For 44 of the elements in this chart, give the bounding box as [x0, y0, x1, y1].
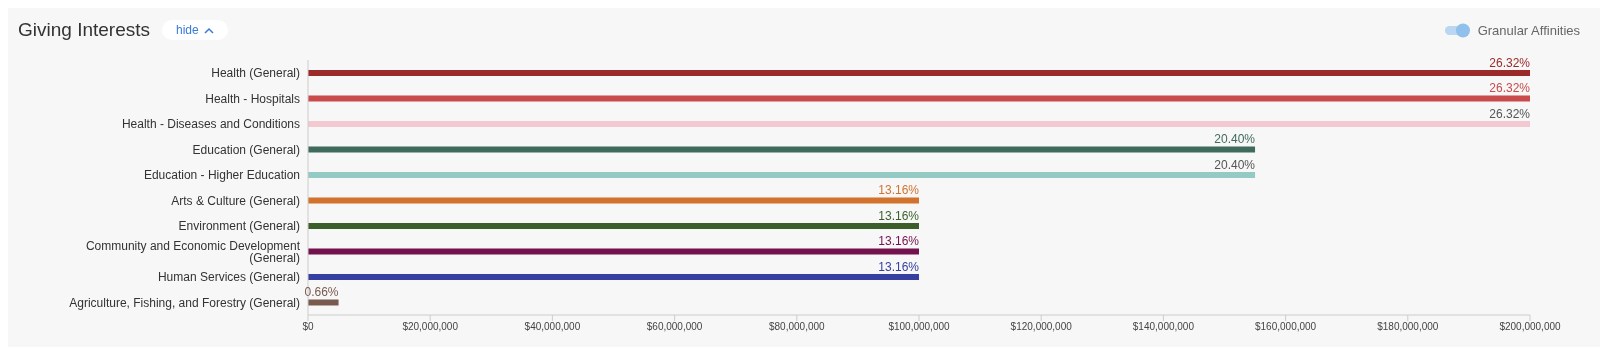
y-tick-label: Health (General) [211, 66, 300, 81]
x-tick-label: $140,000,000 [1132, 321, 1195, 333]
bar [308, 70, 1530, 76]
annotation: 0.66% [304, 285, 339, 300]
y-tick-label: Human Services (General) [157, 270, 300, 285]
bar [308, 197, 919, 204]
x-tick-label: $0 [302, 321, 314, 333]
annotation: 26.32% [1489, 81, 1531, 96]
annotation: 20.40% [1214, 132, 1256, 147]
y-tick-label: Arts & Culture (General) [171, 193, 300, 208]
bar [308, 299, 339, 306]
x-tick-label: $20,000,000 [402, 321, 459, 333]
y-tick-label: Education - Higher Education [143, 168, 300, 183]
bar [308, 172, 1256, 178]
annotation: 13.16% [878, 259, 920, 274]
x-tick-label: $100,000,000 [888, 321, 951, 333]
y-tick-label: Health - Hospitals [205, 91, 300, 106]
text: Giving Interests [18, 19, 150, 41]
bar [308, 248, 919, 255]
annotation: 20.40% [1214, 157, 1256, 172]
annotation: 13.16% [878, 234, 920, 249]
x-tick-label: $40,000,000 [524, 321, 581, 333]
x-tick-label: $180,000,000 [1377, 321, 1439, 333]
bar [308, 95, 1530, 102]
annotation: 13.16% [878, 208, 920, 223]
x-tick-label: $160,000,000 [1255, 321, 1317, 333]
y-tick-label: Education (General) [192, 142, 300, 157]
y-tick-label: Health - Diseases and Conditions [121, 117, 300, 132]
bar [308, 121, 1530, 127]
x-tick-label: $200,000,000 [1499, 321, 1562, 333]
annotation: 26.32% [1489, 55, 1531, 70]
y-tick-label: Community and Economic Development (General) [85, 238, 301, 265]
x-tick-label: $80,000,000 [768, 321, 826, 333]
x-tick-label: $120,000,000 [1010, 321, 1073, 333]
bar [308, 223, 919, 229]
text: Granular Affinities [1476, 22, 1580, 38]
annotation: 26.32% [1489, 106, 1531, 121]
bar [308, 274, 919, 280]
x-tick-label: $60,000,000 [646, 321, 703, 333]
y-tick-label: Environment (General) [178, 219, 300, 234]
text: hide [162, 20, 228, 40]
y-tick-label: Agriculture, Fishing, and Forestry (General) [69, 295, 300, 310]
bar [308, 146, 1256, 153]
annotation: 13.16% [878, 183, 920, 198]
